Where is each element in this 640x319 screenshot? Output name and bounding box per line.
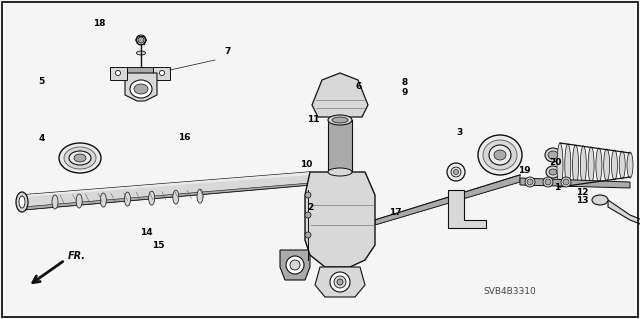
Ellipse shape [334,276,346,288]
Polygon shape [448,190,486,228]
Text: 18: 18 [93,19,106,28]
Ellipse shape [74,154,86,162]
Text: SVB4B3310: SVB4B3310 [483,287,536,296]
Text: 10: 10 [300,160,312,169]
Ellipse shape [447,163,465,181]
Text: 12: 12 [576,188,589,197]
Ellipse shape [563,179,569,185]
Ellipse shape [159,70,164,76]
Ellipse shape [611,150,618,180]
Text: 20: 20 [549,158,562,167]
Text: 14: 14 [140,228,152,237]
Ellipse shape [588,147,594,183]
Ellipse shape [197,189,203,203]
Polygon shape [22,183,310,210]
Ellipse shape [604,149,610,181]
Ellipse shape [548,151,558,159]
Ellipse shape [328,168,352,176]
Ellipse shape [125,192,131,206]
Text: 6: 6 [355,82,362,91]
Ellipse shape [543,177,553,187]
Ellipse shape [16,192,28,212]
Text: 2: 2 [307,203,314,212]
Polygon shape [110,67,127,80]
Text: 4: 4 [38,134,45,143]
Polygon shape [312,73,368,117]
Ellipse shape [305,192,311,198]
Ellipse shape [64,147,96,169]
Ellipse shape [478,135,522,175]
Ellipse shape [580,146,586,184]
Text: 15: 15 [152,241,165,250]
Ellipse shape [52,195,58,209]
Polygon shape [305,172,375,267]
Ellipse shape [483,140,517,170]
Polygon shape [280,250,310,280]
Ellipse shape [290,260,300,270]
Ellipse shape [19,196,25,208]
Ellipse shape [136,51,145,55]
Ellipse shape [573,145,579,185]
Text: 16: 16 [178,133,191,142]
Ellipse shape [337,279,343,285]
Ellipse shape [100,193,106,207]
Polygon shape [22,172,310,197]
Ellipse shape [454,169,458,174]
Ellipse shape [527,179,533,185]
Text: 17: 17 [389,208,402,217]
Ellipse shape [489,145,511,165]
Ellipse shape [592,195,608,205]
Text: 5: 5 [38,77,45,86]
Ellipse shape [305,232,311,238]
Ellipse shape [134,84,148,94]
Ellipse shape [332,117,348,123]
Text: 1: 1 [554,183,560,192]
Polygon shape [125,73,157,101]
Ellipse shape [148,191,155,205]
Ellipse shape [549,169,557,175]
Text: 3: 3 [456,128,463,137]
Ellipse shape [130,80,152,98]
Ellipse shape [627,152,633,178]
Text: 8: 8 [402,78,408,87]
Text: FR.: FR. [68,251,86,261]
Ellipse shape [136,35,146,45]
Ellipse shape [76,194,82,208]
Text: 13: 13 [576,197,589,205]
Polygon shape [375,175,520,225]
Ellipse shape [173,190,179,204]
Ellipse shape [546,166,560,178]
Ellipse shape [564,144,571,186]
Polygon shape [22,172,310,210]
Ellipse shape [286,256,304,274]
Ellipse shape [545,179,551,185]
Ellipse shape [557,143,563,187]
Ellipse shape [138,37,144,43]
Text: 9: 9 [402,88,408,97]
Ellipse shape [69,151,91,165]
Polygon shape [315,267,365,297]
Polygon shape [520,178,630,188]
Polygon shape [153,67,170,80]
Ellipse shape [561,177,571,187]
Ellipse shape [328,115,352,125]
Text: 19: 19 [518,166,531,175]
Ellipse shape [305,212,311,218]
Polygon shape [125,67,157,73]
Ellipse shape [451,167,461,177]
Text: 11: 11 [307,115,320,124]
Ellipse shape [596,148,602,182]
Text: 7: 7 [224,47,230,56]
Ellipse shape [59,143,101,173]
Ellipse shape [545,148,561,162]
Ellipse shape [115,70,120,76]
Polygon shape [608,200,640,230]
Polygon shape [328,120,352,172]
Ellipse shape [525,177,535,187]
Ellipse shape [494,150,506,160]
Ellipse shape [330,272,350,292]
Ellipse shape [620,151,625,179]
